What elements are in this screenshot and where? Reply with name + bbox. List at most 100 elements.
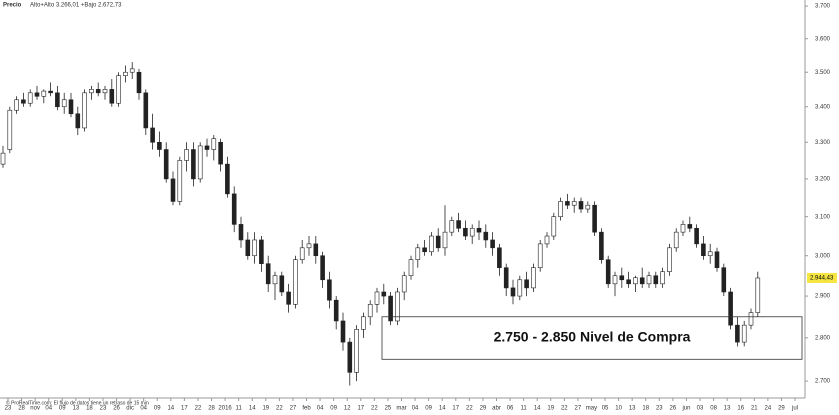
candle-body [633, 277, 638, 285]
candle-body [707, 251, 713, 257]
x-tick-label: 14 [167, 406, 174, 412]
candle-body [225, 163, 230, 195]
candle-body [748, 312, 754, 326]
candle-body [381, 291, 387, 297]
candle-body [728, 291, 733, 326]
candle-body [286, 291, 291, 305]
candle-body [388, 295, 393, 322]
x-tick-label: 26 [113, 406, 120, 412]
candle-body [429, 235, 434, 253]
candle-body [41, 90, 47, 97]
candle-body [320, 255, 325, 281]
candle-body [333, 299, 339, 322]
candle-body [639, 277, 645, 285]
candle-body [231, 193, 237, 225]
candle-body [299, 247, 305, 260]
x-tick-label: 09 [425, 406, 432, 412]
candle-body [435, 235, 441, 249]
candle-body [279, 275, 285, 293]
x-tick-label: 23 [656, 406, 663, 412]
x-tick-label: 04 [317, 406, 324, 412]
candle-body [245, 239, 251, 257]
x-tick-label: 11 [236, 406, 243, 412]
x-tick-label: 22 [561, 406, 568, 412]
x-tick-label: 29 [480, 406, 487, 412]
candle-body [211, 138, 217, 150]
candle-body [48, 90, 53, 94]
candle-body [374, 291, 380, 305]
x-tick-label: 04 [412, 406, 419, 412]
candle-body [95, 89, 101, 94]
candle-body [503, 267, 509, 289]
candle-body [136, 71, 142, 94]
candle-body [102, 89, 108, 94]
candle-body [61, 99, 67, 108]
candle-body [585, 204, 591, 210]
x-tick-label: 13 [73, 406, 80, 412]
candle-body [673, 231, 679, 249]
y-tick-label: 3.300 [815, 140, 831, 146]
candle-body [741, 324, 747, 343]
candle-body [558, 201, 563, 217]
candle-body [150, 127, 155, 143]
x-tick-label: 29 [778, 406, 785, 412]
candle-body [510, 287, 516, 297]
candle-body [123, 71, 128, 76]
candle-body [701, 243, 706, 257]
candle-body [483, 231, 489, 241]
candle-body [646, 275, 652, 285]
candle-body [408, 259, 414, 277]
x-tick-label: 11 [521, 406, 528, 412]
x-tick-label: 14 [249, 406, 256, 412]
candle-body [422, 247, 427, 253]
x-tick-label: 28 [18, 406, 25, 412]
candle-body [755, 277, 761, 313]
x-tick-label: 12 [344, 406, 351, 412]
candle-body [129, 68, 135, 73]
x-tick-label: 13 [629, 406, 636, 412]
y-tick-label: 2.900 [815, 294, 831, 300]
x-tick-label: 08 [710, 406, 717, 412]
candle-body [7, 109, 13, 150]
y-tick-label: 3.000 [815, 253, 831, 259]
candle-body [605, 259, 611, 285]
x-tick-label: 09 [330, 406, 337, 412]
candle-body [272, 275, 278, 285]
candle-body [721, 267, 727, 293]
candle-body [401, 275, 407, 293]
x-tick-label: abr [492, 406, 501, 412]
x-tick-label: 23 [5, 406, 12, 412]
last-price-box [807, 272, 837, 283]
y-tick-label: 2.800 [815, 335, 831, 341]
x-tick-label: 03 [697, 406, 704, 412]
candle-body [0, 152, 6, 165]
x-tick-label: 2016 [218, 406, 232, 412]
candle-body [626, 279, 631, 285]
x-tick-label: 22 [466, 406, 473, 412]
candle-body [191, 149, 196, 180]
candle-body [551, 216, 557, 237]
y-tick-label: 3.600 [815, 36, 831, 42]
x-tick-label: nov [30, 406, 40, 412]
candle-body [157, 141, 162, 150]
candle-body [687, 224, 693, 229]
x-tick-label: 23 [100, 406, 107, 412]
candle-body [660, 271, 665, 285]
candle-body [340, 320, 346, 343]
x-tick-label: 09 [154, 406, 161, 412]
x-tick-label: 18 [642, 406, 649, 412]
candle-body [680, 224, 686, 233]
candle-body [619, 275, 625, 281]
candle-body [667, 247, 672, 272]
x-tick-label: 14 [439, 406, 446, 412]
x-tick-label: 17 [452, 406, 459, 412]
x-tick-label: mar [396, 406, 406, 412]
x-tick-label: 22 [276, 406, 283, 412]
candle-body [89, 89, 94, 94]
x-tick-label: 22 [195, 406, 202, 412]
x-tick-label: dic [126, 406, 134, 412]
candle-body [238, 224, 244, 241]
candle-body [265, 263, 271, 285]
candle-body [347, 341, 353, 373]
candle-body [653, 275, 659, 285]
